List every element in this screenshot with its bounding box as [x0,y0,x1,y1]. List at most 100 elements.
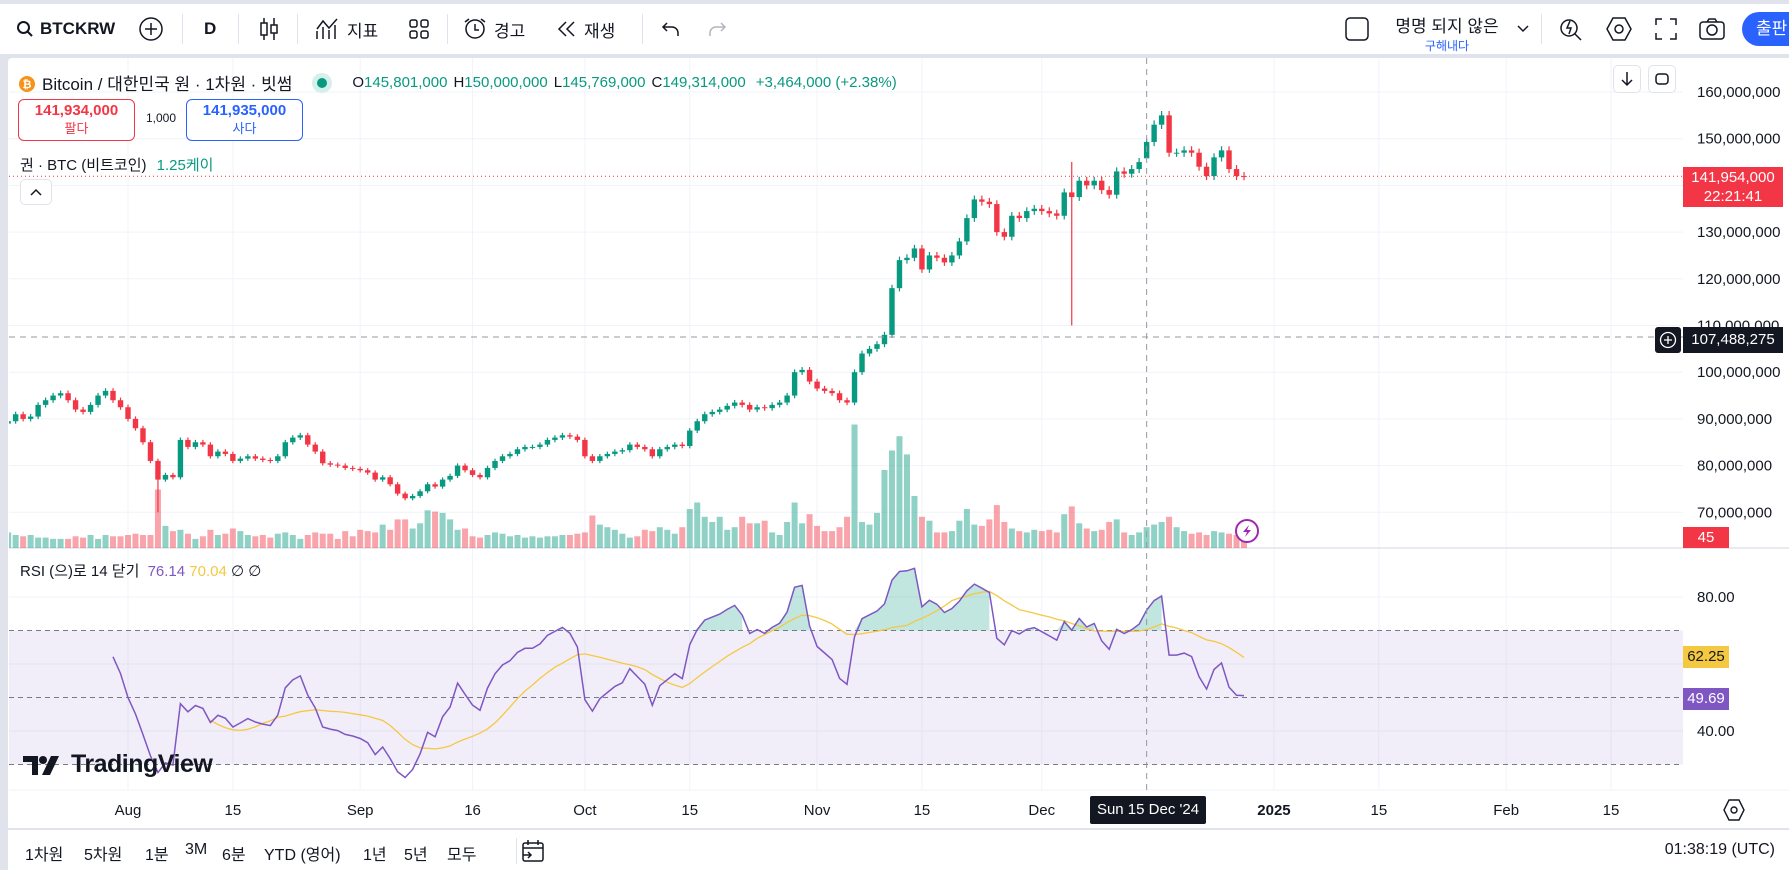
volume-bar [334,538,341,548]
volume-bar [267,537,274,548]
volume-bar [1143,527,1150,548]
bar-countdown: 22:21:41 [1703,188,1763,205]
candle-body [447,475,453,480]
interval-button[interactable]: D [204,19,217,38]
candle-body [462,465,468,471]
candle-body [1054,213,1060,216]
range-button[interactable]: 5차원 [84,847,123,864]
volume-bar [162,525,169,548]
symbol-title[interactable]: Bitcoin / 대한민국 원 · 1차원 · 빗썸 [42,75,293,94]
layout-menu-chevron[interactable] [1516,4,1530,54]
replay-button[interactable]: 재생 [556,4,615,54]
candle-body [1196,152,1202,167]
candle-body [1046,211,1052,214]
range-button[interactable]: 1차원 [25,847,64,864]
candle-body [65,393,71,401]
volume-bar [604,527,611,548]
rsi-label[interactable]: RSI (으)로 14 닫기 [20,563,140,580]
save-label: 구해내다 [1424,39,1470,53]
go-to-date-button[interactable] [520,838,546,869]
maximize-pane-button[interactable] [1648,65,1676,93]
snapshot-button[interactable] [1698,4,1726,54]
candle-body [469,470,476,475]
rsi-tick-label: 40.00 [1697,723,1735,740]
top-toolbar: BTCKRW D 지표 경고 재생 명명 되지 않은 구해내다 [0,4,1789,54]
plus-circle-icon [139,17,163,41]
candle-body [170,474,176,478]
volume-bar [492,532,499,548]
volume-bar [754,523,761,548]
redo-button[interactable] [706,4,728,54]
publish-button[interactable]: 출판 [1742,12,1789,46]
bottom-toolbar: 1차원 5차원 1분 3M 6분 YTD (영어) 1년 5년 모두 01:38:19 (UTC… [8,829,1789,870]
crosshair-price-tag: 107,488,275 [1683,327,1783,353]
chart-type-button[interactable] [258,4,280,54]
volume-bar [1151,524,1158,548]
series-group [9,111,1248,779]
time-tick-label: Oct [573,802,597,819]
clock[interactable]: 01:38:19 (UTC) [1664,841,1775,858]
settings-button[interactable] [1605,4,1633,54]
quick-search-button[interactable] [1558,4,1584,54]
indicators-button[interactable]: 지표 [315,4,378,54]
candle-body [896,260,903,289]
time-tick-label: Nov [804,802,831,819]
chart-panel[interactable] [8,58,1789,828]
symbol-search-button[interactable]: BTCKRW [16,4,115,54]
volume-bar [372,532,379,548]
chart-canvas[interactable]: 160,000,000150,000,000140,000,000130,000… [0,0,1789,830]
range-button[interactable]: 6분 [222,847,246,864]
candle-body [604,453,611,457]
candle-body [642,446,648,450]
range-button[interactable]: 1년 [363,847,387,864]
candle-body [1218,150,1225,158]
volume-bar [1158,522,1165,548]
alert-button[interactable]: 경고 [462,4,525,54]
volume-bar [1053,532,1060,548]
hexagon-settings-icon [1723,799,1745,821]
volume-bar [971,524,978,548]
volume-bar [836,527,843,548]
change-value: +3,464,000 (+2.38%) [755,74,897,91]
fullscreen-button[interactable] [1654,4,1678,54]
volume-bar [102,535,109,548]
undo-button[interactable] [660,4,682,54]
rsi-line [112,567,1245,779]
buy-button[interactable]: 141,935,000 사다 [186,99,303,141]
volume-bar [814,525,821,548]
replay-label: 재생 [584,21,616,41]
candle-body [335,464,341,466]
price-tick-label: 80,000,000 [1697,458,1772,475]
volume-bar [394,519,401,548]
volume-bar [244,535,251,548]
candle-body [297,435,303,438]
range-button[interactable]: 3M [185,841,208,858]
range-button[interactable]: 모두 [447,847,477,864]
scroll-to-latest-button[interactable] [1613,65,1641,93]
candle-body [986,201,993,205]
rsi-overbought-fill [914,568,922,631]
candle-body [327,463,333,465]
select-layout-checkbox[interactable] [1344,4,1370,54]
volume-bar [357,529,364,548]
collapse-legend-button[interactable] [20,179,52,205]
compare-symbol-button[interactable] [138,4,164,54]
range-button[interactable]: YTD (영어) [264,847,341,864]
layout-name-button[interactable]: 명명 되지 않은 구해내다 [1388,12,1506,54]
crosshair-date-tag: Sun 15 Dec '24 [1090,796,1206,824]
range-button[interactable]: 1분 [145,847,169,864]
add-alert-at-price-button[interactable] [1655,327,1681,353]
range-button[interactable]: 5년 [404,847,428,864]
candle-body [147,442,154,461]
sell-button[interactable]: 141,934,000 팔다 [18,99,135,141]
volume-bar [1181,531,1188,548]
volume-bar [222,533,229,548]
alarm-clock-icon [464,18,486,39]
candle-body [1016,215,1023,219]
candle-body [582,439,588,457]
tradingview-watermark[interactable]: TradingView [23,750,213,779]
chart-settings-button[interactable] [1723,798,1745,827]
layouts-button[interactable] [408,4,430,54]
candle-body [230,453,236,461]
events-button[interactable] [1235,519,1259,543]
